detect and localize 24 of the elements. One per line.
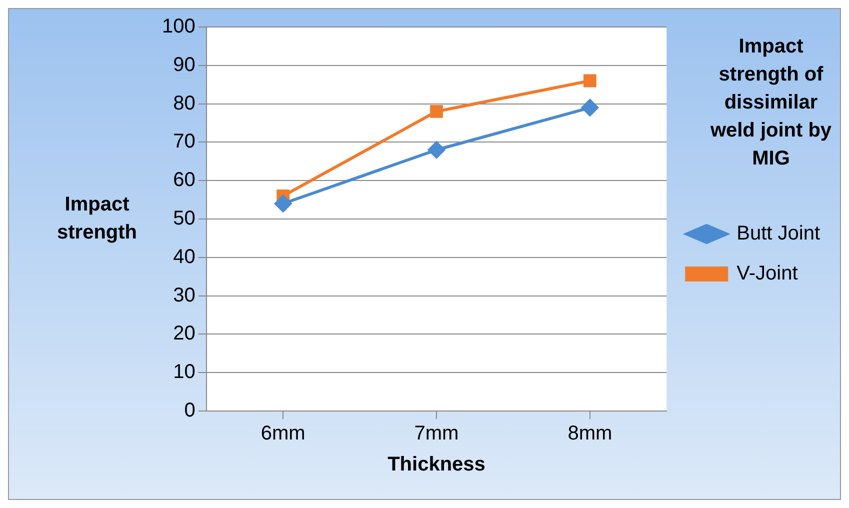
x-tick-label: 7mm (414, 422, 459, 445)
point (581, 99, 598, 116)
y-axis-title: Impact strength (57, 194, 137, 244)
y-tick-label: 100 (162, 16, 196, 38)
y-tick-label: 0 (184, 400, 196, 422)
legend-label: Butt Joint (736, 222, 820, 245)
y-tick-label: 20 (173, 322, 196, 345)
y-tick-label: 70 (173, 130, 196, 153)
y-tick-label: 10 (173, 361, 196, 384)
y-tick-label: 40 (173, 246, 196, 268)
point (428, 141, 445, 158)
legend-label: V-Joint (736, 262, 798, 285)
y-tick-label: 60 (173, 169, 196, 192)
y-tick-label: 80 (173, 92, 196, 114)
y-tick-label: 50 (173, 208, 196, 230)
point (583, 74, 596, 88)
x-tick-label: 6mm (260, 422, 306, 445)
y-tick-label: 30 (173, 284, 196, 306)
text: Impact strength of dissimilar weld joint by MIG (709, 36, 832, 170)
x-axis-title: Thickness (388, 454, 486, 476)
x-tick-label: 8mm (568, 422, 612, 445)
point (274, 195, 292, 212)
point (430, 105, 443, 118)
y-tick-label: 90 (173, 54, 196, 76)
